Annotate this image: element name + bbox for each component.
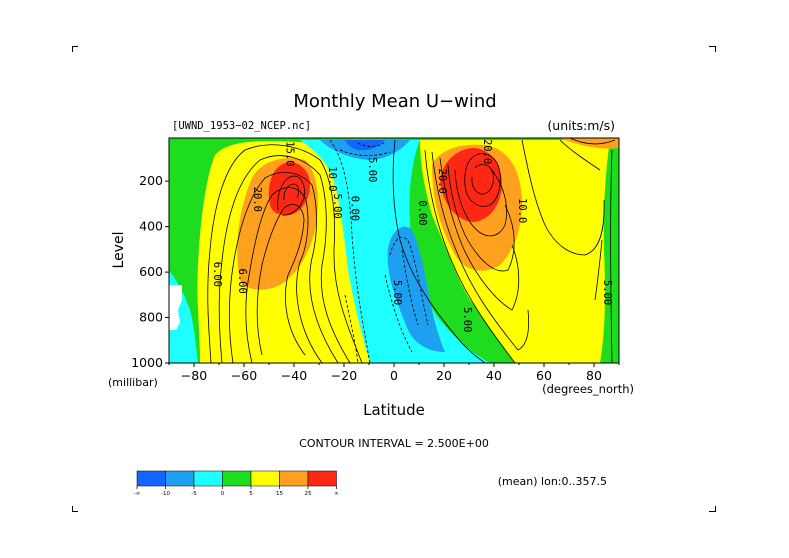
y-axis-units: (millibar) (108, 376, 158, 389)
contour-interval-note: CONTOUR INTERVAL = 2.500E+00 (299, 437, 489, 450)
y-tick-label: 1000 (131, 355, 163, 370)
y-tick-label: 600 (139, 264, 163, 279)
colorbar-swatch (193, 470, 223, 487)
x-axis-label: Latitude (363, 401, 425, 419)
crop-marks (72, 46, 716, 512)
contour-label: 5.00 (366, 157, 378, 182)
x-tick-label: 20 (436, 368, 452, 383)
chart-title: Monthly Mean U−wind (293, 91, 496, 112)
y-axis: 200 400 600 800 1000 (131, 173, 169, 370)
contour-labels: 15.0 10.0 20.0 5.00 0.00 5.00 0.00 5.00 6.00 6.00… (211, 139, 613, 332)
region-deepblue-stratosphere (345, 140, 385, 151)
x-tick-label: −40 (281, 368, 307, 383)
x-tick-label: 0 (390, 368, 398, 383)
colorbar-tick-label: -∞ (134, 491, 141, 497)
colorbar-swatch (222, 470, 252, 487)
contour-label: 0.00 (349, 196, 361, 221)
y-tick-label: 200 (139, 173, 163, 188)
contour-label: 5.00 (391, 280, 403, 305)
colorbar: -∞ -10 -5 0 5 15 25 ∞ (134, 470, 339, 497)
colorbar-swatch (136, 470, 166, 487)
colorbar-swatch (165, 470, 195, 487)
colorbar-swatch (307, 470, 337, 487)
contour-label: 15.0 (284, 141, 296, 166)
x-tick-label: 40 (486, 368, 502, 383)
units-label: (units:m/s) (547, 118, 615, 133)
contour-label: 20.0 (481, 139, 493, 164)
x-tick-label: −20 (331, 368, 357, 383)
contour-label: 10.0 (326, 166, 338, 191)
contour-label: 6.00 (211, 262, 223, 287)
colorbar-tick-label: 5 (249, 491, 253, 497)
colorbar-tick-label: 15 (276, 491, 283, 497)
x-axis-units: (degrees_north) (542, 382, 634, 396)
x-tick-label: −80 (181, 368, 207, 383)
y-tick-label: 800 (139, 310, 163, 325)
contour-lines (207, 138, 616, 363)
contour-label: 0.00 (416, 200, 428, 225)
colorbar-tick-label: -10 (161, 491, 170, 497)
contour-label: 6.00 (236, 269, 248, 294)
region-note: (mean) lon:0..357.5 (498, 475, 607, 488)
contour-label: 20.0 (251, 187, 263, 212)
contour-label: 5.00 (601, 280, 613, 305)
y-tick-label: 400 (139, 219, 163, 234)
colorbar-swatch (279, 470, 309, 487)
x-tick-label: −60 (231, 368, 257, 383)
colorbar-tick-label: 0 (221, 491, 225, 497)
x-tick-label: 60 (536, 368, 552, 383)
contour-label: 5.00 (331, 194, 343, 219)
colorbar-tick-label: 25 (305, 491, 312, 497)
colorbar-swatch (250, 470, 280, 487)
x-axis: −80 −60 −40 −20 0 20 40 60 80 (168, 363, 620, 383)
region-blue-equatorial (387, 226, 445, 352)
region-white-antarctica (169, 285, 182, 330)
colorbar-tick-label: ∞ (334, 491, 339, 497)
contour-label: 10.0 (516, 198, 528, 223)
dataset-label: [UWND_1953−02_NCEP.nc] (172, 120, 311, 132)
contour-field: 15.0 10.0 20.0 5.00 0.00 5.00 0.00 5.00 6.00 6.00… (169, 138, 619, 363)
y-axis-label: Level (111, 232, 127, 269)
x-tick-label: 80 (586, 368, 602, 383)
region-red-north (440, 148, 502, 222)
contour-label: 20.0 (436, 169, 448, 194)
colorbar-tick-label: -5 (191, 491, 197, 497)
contour-label: 5.00 (461, 307, 473, 332)
